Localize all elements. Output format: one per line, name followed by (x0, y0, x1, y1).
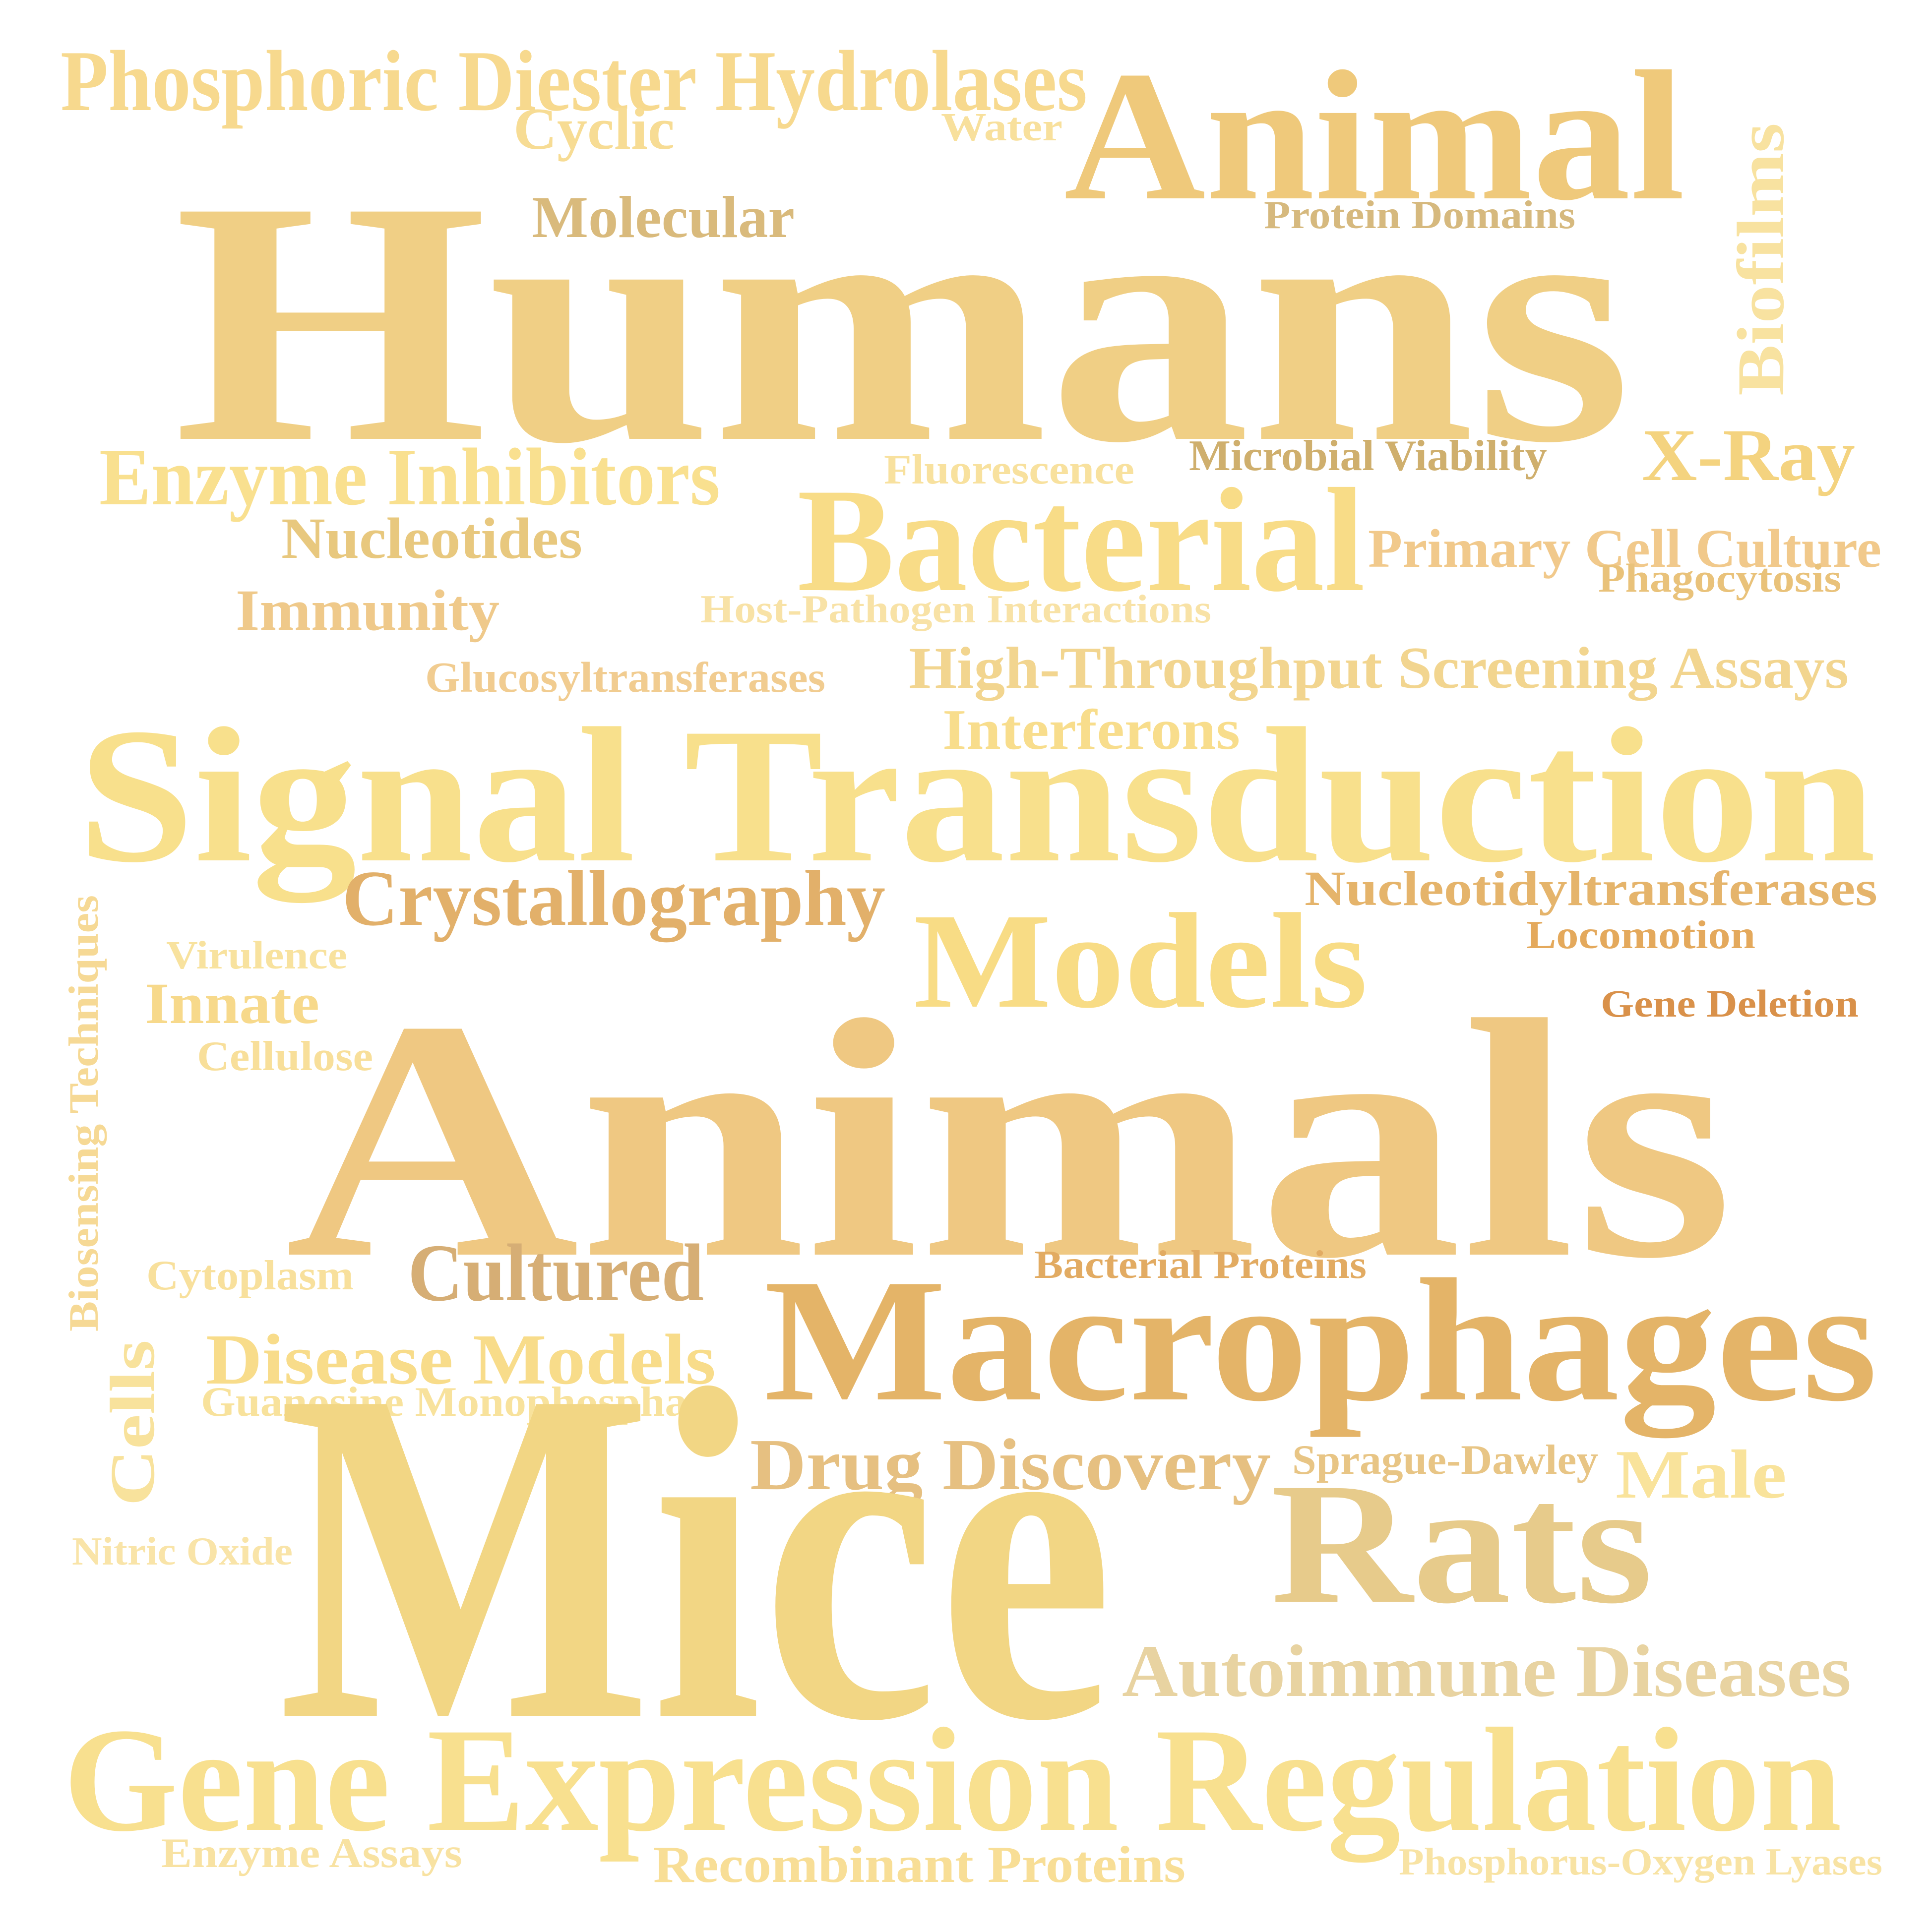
word-gene-deletion: Gene Deletion (1601, 982, 1859, 1025)
word-phosphorus-oxygen-lyases: Phosphorus-Oxygen Lyases (1399, 1840, 1882, 1883)
word-gene-expression-regulation: Gene Expression Regulation (63, 1697, 1842, 1865)
word-primary-cell-culture: Primary Cell Culture (1368, 518, 1881, 579)
word-drug-discovery: Drug Discovery (750, 1424, 1271, 1506)
word-bacterial: Bacterial (797, 458, 1365, 622)
word-humans: Humans (174, 130, 1632, 514)
word-cultured: Cultured (408, 1227, 704, 1318)
word-locomotion: Locomotion (1526, 913, 1755, 957)
word-microbial-viability: Microbial Viability (1189, 432, 1547, 480)
word-innate: Innate (145, 971, 319, 1036)
word-animals: Animals (285, 950, 1734, 1329)
word-host-pathogen-interactions: Host-Pathogen Interactions (700, 588, 1211, 631)
word-recombinant-proteins: Recombinant Proteins (653, 1835, 1185, 1893)
word-macrophages: Macrophages (764, 1243, 1877, 1441)
word-sprague-dawley: Sprague-Dawley (1292, 1437, 1598, 1483)
word-guanosine-monophosphate: Guanosine Monophosphate (201, 1379, 722, 1425)
word-cells: Cells (97, 1340, 168, 1506)
word-cellulose: Cellulose (197, 1033, 373, 1080)
word-autoimmune-diseases: Autoimmune Diseases (1122, 1630, 1851, 1712)
word-enzyme-inhibitors: Enzyme Inhibitors (99, 431, 720, 522)
word-biosensing-techniques: Biosensing Techniques (61, 895, 107, 1331)
word-virulence: Virulence (166, 934, 347, 977)
word-crystallography: Crystallography (342, 854, 885, 943)
word-phosphoric-diester-hydrolases: Phosphoric Diester Hydrolases (61, 33, 1087, 129)
word-glucosyltransferases: Glucosyltransferases (425, 653, 825, 701)
word-rats: Rats (1271, 1447, 1653, 1639)
word-molecular: Molecular (532, 184, 795, 250)
word-nucleotides: Nucleotides (281, 506, 582, 571)
word-immunity: Immunity (236, 578, 499, 643)
word-interferons: Interferons (942, 698, 1240, 761)
word-mice: Mice (278, 1292, 1114, 1819)
word-high-throughput-screening-assays: High-Throughput Screening Assays (909, 635, 1849, 701)
word-enzyme-assays: Enzyme Assays (161, 1830, 462, 1876)
word-cytoplasm: Cytoplasm (146, 1252, 354, 1299)
word-signal-transduction: Signal Transduction (78, 688, 1876, 906)
word-fluorescence: Fluorescence (884, 446, 1134, 493)
word-phagocytosis: Phagocytosis (1598, 555, 1841, 601)
word-nitric-oxide: Nitric Oxide (72, 1530, 293, 1573)
word-x-ray: X-Ray (1642, 414, 1855, 496)
word-animal: Animal (1064, 33, 1685, 239)
word-disease-models: Disease Models (206, 1320, 716, 1399)
word-biofilms: Biofilms (1724, 123, 1798, 396)
word-nucleotidyltransferases: Nucleotidyltransferases (1305, 861, 1877, 916)
word-models: Models (914, 886, 1368, 1036)
word-cyclic: Cyclic (513, 96, 675, 162)
word-bacterial-proteins: Bacterial Proteins (1034, 1243, 1367, 1287)
word-protein-domains: Protein Domains (1264, 193, 1575, 237)
word-male: Male (1616, 1436, 1787, 1513)
word-water: Water (941, 106, 1062, 149)
